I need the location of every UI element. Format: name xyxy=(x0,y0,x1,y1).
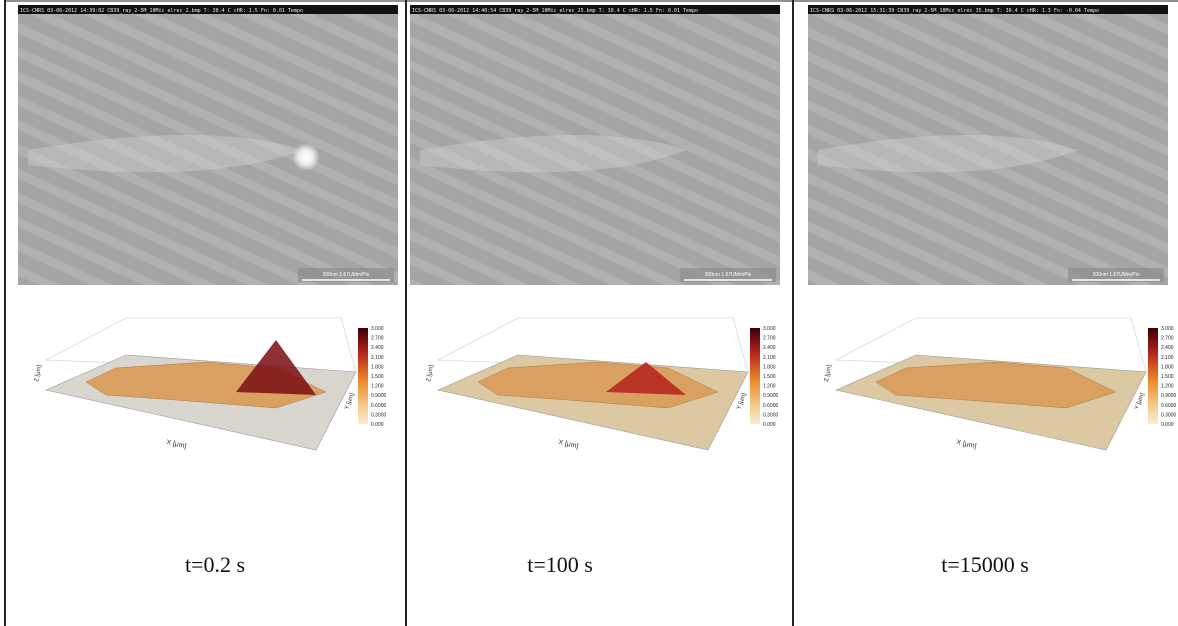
z-axis-label: Z [µm] xyxy=(426,364,435,382)
z-axis-label: Z [µm] xyxy=(34,364,43,382)
colorbar-label: 0.9000 xyxy=(763,393,779,399)
x-axis-label: X [µm] xyxy=(956,439,977,450)
surface-plot: X [µm] Y [µm] Z [µm] 3.000 2.700 2.400 2.100 1.… xyxy=(34,317,387,451)
colorbar-label: 2.400 xyxy=(1161,345,1174,351)
y-axis-label: Y [µm] xyxy=(736,392,748,411)
header-bar xyxy=(808,5,1168,14)
x-axis-label: X [µm] xyxy=(166,439,187,450)
colorbar-label: 2.100 xyxy=(763,355,776,361)
caption: t=0.2 s xyxy=(185,552,245,577)
drop-spot xyxy=(292,143,320,171)
ridge xyxy=(875,361,1117,409)
colorbar-label: 0.000 xyxy=(1161,422,1174,428)
image-header: ICS-CNRS 03-06-2012 14:40:54 CB39_ray_2-… xyxy=(412,8,698,14)
colorbar xyxy=(1148,328,1158,424)
colorbar-label: 1.800 xyxy=(1161,364,1174,370)
image-header: ICS-CNRS 03-06-2012 14:39:02 CB39_ray_2-… xyxy=(20,8,303,14)
colorbar-label: 3.000 xyxy=(1161,326,1174,332)
scale-box xyxy=(298,268,394,282)
colorbar-label: 1.500 xyxy=(371,374,384,380)
colorbar xyxy=(358,328,368,424)
colorbar-label: 1.500 xyxy=(763,374,776,380)
micrograph-shade xyxy=(808,5,1168,285)
y-axis-label: Y [µm] xyxy=(344,392,356,411)
colorbar-label: 0.3000 xyxy=(1161,412,1177,418)
colorbar-label: 2.400 xyxy=(371,345,384,351)
colorbar-label: 2.100 xyxy=(371,355,384,361)
colorbar-label: 2.100 xyxy=(1161,355,1174,361)
colorbar-label: 0.3000 xyxy=(371,412,387,418)
header-bar xyxy=(410,5,780,14)
caption: t=100 s xyxy=(527,552,593,577)
caption: t=15000 s xyxy=(941,552,1029,577)
colorbar-label: 1.800 xyxy=(371,364,384,370)
surface-plot: X [µm] Y [µm] Z [µm] 3.000 2.700 2.400 2.100 1.… xyxy=(426,317,779,451)
image-header: ICS-CNRS 03-06-2012 15:31:39 CB39_ray_2-… xyxy=(810,8,1099,14)
colorbar-label: 0.000 xyxy=(371,422,384,428)
colorbar xyxy=(750,328,760,424)
drop-trail xyxy=(28,135,303,173)
scale-label: 300nm 1.67UMm/Pix xyxy=(323,272,370,278)
micrograph-shade xyxy=(410,5,780,285)
micrograph xyxy=(808,5,1168,285)
colorbar-label: 1.200 xyxy=(763,384,776,390)
colorbar-label: 1.500 xyxy=(1161,374,1174,380)
colorbar-label: 2.700 xyxy=(371,336,384,342)
colorbar-label: 1.200 xyxy=(1161,384,1174,390)
colorbar-label: 3.000 xyxy=(763,326,776,332)
micrograph-shade xyxy=(18,5,398,285)
x-axis-label: X [µm] xyxy=(558,439,579,450)
colorbar-label: 0.9000 xyxy=(1161,393,1177,399)
colorbar-label: 0.6000 xyxy=(1161,403,1177,409)
micrograph xyxy=(410,5,780,285)
y-axis-label: Y [µm] xyxy=(1134,392,1146,411)
header-bar xyxy=(18,5,398,14)
colorbar-label: 2.700 xyxy=(1161,336,1174,342)
colorbar-label: 2.400 xyxy=(763,345,776,351)
drop-trail xyxy=(420,135,688,173)
drop-trail xyxy=(818,135,1078,173)
colorbar-label: 3.000 xyxy=(371,326,384,332)
scale-label: 300nm 1.67UMm/Pix xyxy=(1093,272,1140,278)
scale-box xyxy=(680,268,776,282)
colorbar-label: 0.6000 xyxy=(763,403,779,409)
colorbar-label: 0.000 xyxy=(763,422,776,428)
colorbar-label: 0.6000 xyxy=(371,403,387,409)
scale-box xyxy=(1068,268,1164,282)
surface-plot: X [µm] Y [µm] Z [µm] 3.000 2.700 2.400 2.100 1.… xyxy=(824,317,1177,451)
colorbar-label: 0.9000 xyxy=(371,393,387,399)
colorbar-label: 1.800 xyxy=(763,364,776,370)
z-axis-label: Z [µm] xyxy=(824,364,833,382)
peak xyxy=(606,362,686,395)
colorbar-label: 2.700 xyxy=(763,336,776,342)
colorbar-label: 1.200 xyxy=(371,384,384,390)
peak xyxy=(236,340,316,395)
colorbar-label: 0.3000 xyxy=(763,412,779,418)
scale-label: 300nm 1.67UMm/Pix xyxy=(705,272,752,278)
micrograph xyxy=(18,5,398,285)
